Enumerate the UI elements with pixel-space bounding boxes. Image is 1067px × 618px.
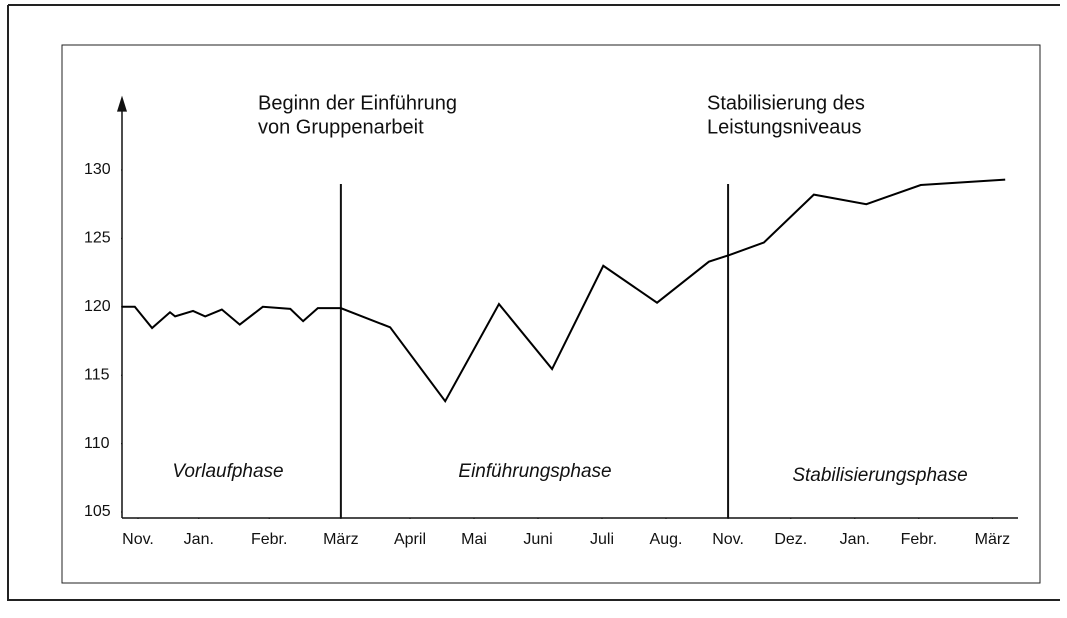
x-tick-label: Juli [590, 531, 614, 548]
x-tick-label: Dez. [774, 531, 807, 548]
annotation: Beginn der Einführung [258, 92, 457, 114]
annotation: Stabilisierung des [707, 92, 865, 114]
annotation: von Gruppenarbeit [258, 116, 424, 138]
x-tick-label: März [323, 531, 359, 548]
data-line [122, 178, 1006, 404]
x-tick-label: Mai [461, 531, 487, 548]
y-tick-label: 120 [84, 298, 111, 315]
x-tick-label: April [394, 531, 426, 548]
x-tick-label: Juni [523, 531, 552, 548]
x-tick-label: Jan. [184, 531, 214, 548]
phase-label: Vorlaufphase [172, 461, 283, 482]
x-tick-label: Nov. [712, 531, 744, 548]
phase-label: Stabilisierungsphase [792, 465, 967, 486]
y-tick-label: 115 [84, 366, 110, 383]
y-tick-label: 110 [84, 435, 110, 452]
annotation: Leistungsniveaus [707, 116, 862, 138]
x-tick-label: Febr. [251, 531, 287, 548]
y-axis-arrow [117, 95, 127, 112]
x-tick-label: Nov. [122, 531, 154, 548]
outer-frame [7, 4, 1060, 601]
y-tick-label: 130 [84, 161, 111, 178]
x-tick-label: Jan. [840, 531, 870, 548]
y-tick-label: 105 [84, 503, 111, 520]
y-tick-label: 125 [84, 230, 111, 247]
x-tick-label: März [975, 531, 1011, 548]
x-tick-label: Aug. [650, 531, 683, 548]
x-tick-label: Febr. [901, 531, 937, 548]
phase-label: Einführungsphase [458, 461, 611, 482]
inner-frame [61, 44, 1041, 584]
